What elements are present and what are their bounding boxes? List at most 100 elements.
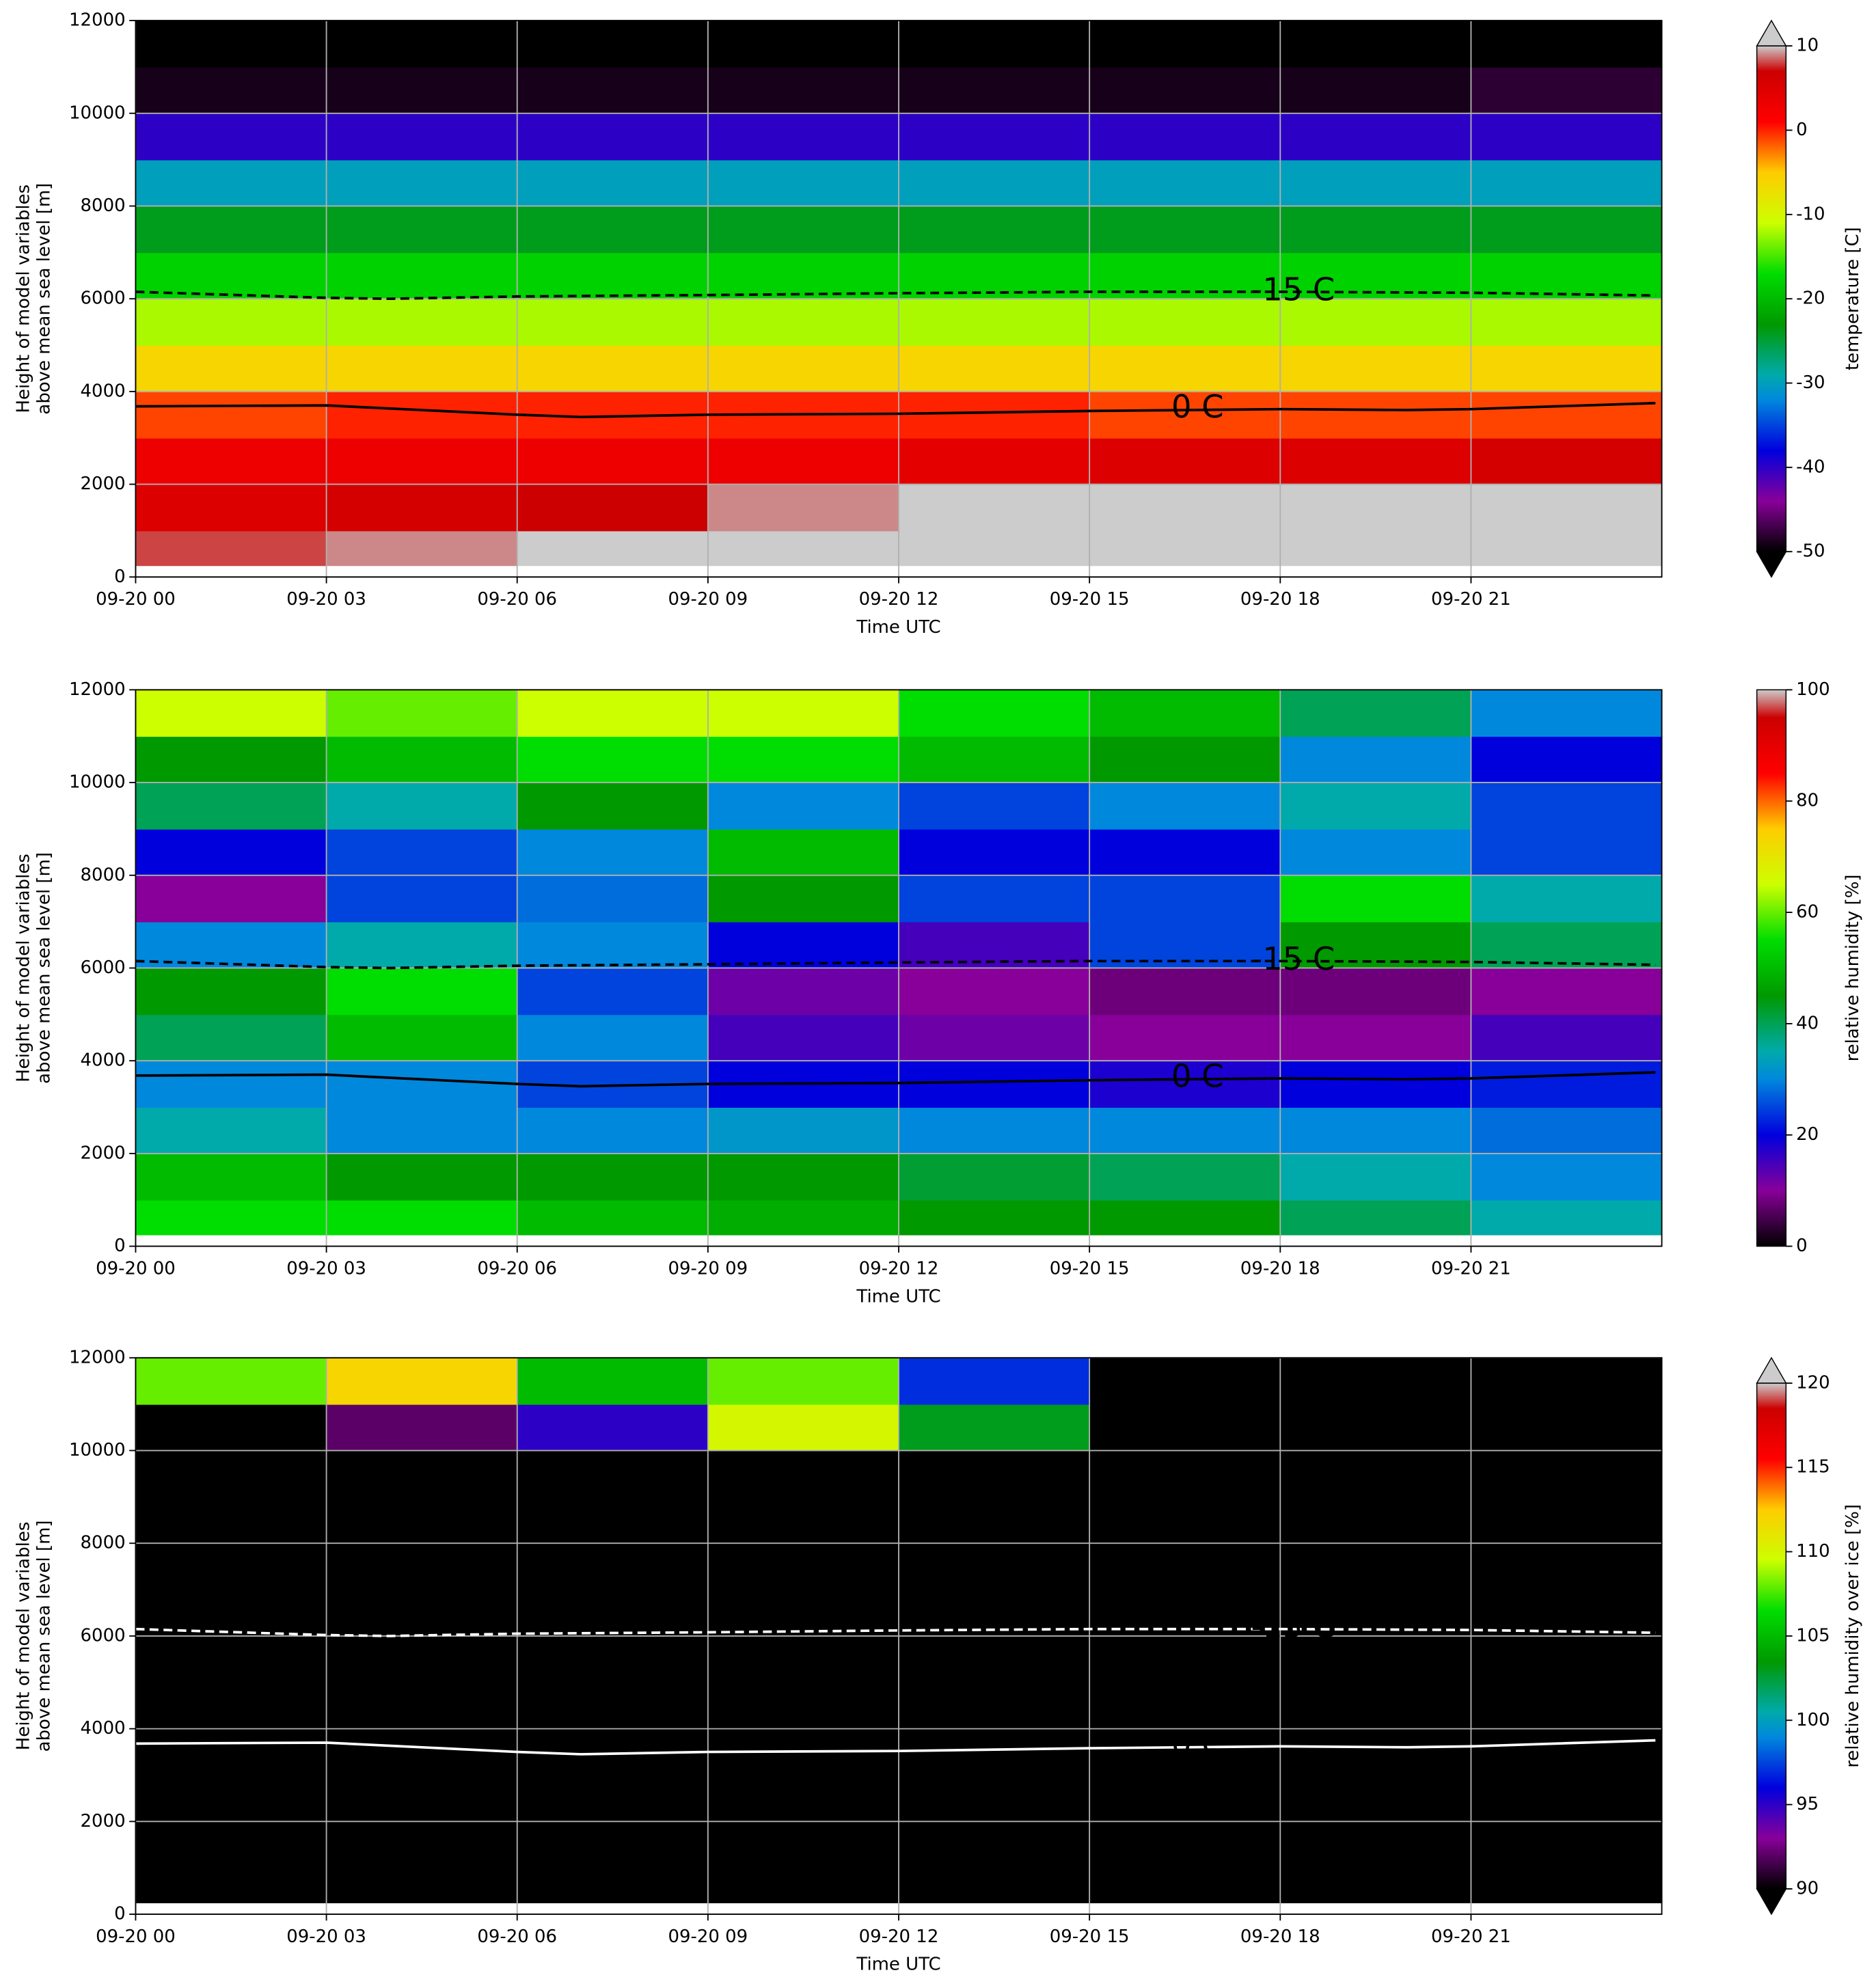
heatmap-cell — [326, 1450, 518, 1498]
colorbar-tick-label: 80 — [1796, 791, 1819, 811]
heatmap-cell — [1471, 1153, 1663, 1201]
heatmap-cell — [707, 1199, 899, 1236]
heatmap-cell — [707, 206, 899, 254]
heatmap-cell — [1471, 1199, 1663, 1236]
x-tick-label: 09-20 15 — [1050, 1926, 1130, 1947]
heatmap-cell — [135, 1153, 327, 1201]
heatmap-cell — [1280, 113, 1472, 161]
heatmap-cell — [1280, 21, 1472, 68]
heatmap-cell — [899, 1775, 1091, 1823]
heatmap-cell — [899, 690, 1091, 737]
heatmap-cell — [899, 828, 1091, 876]
x-tick-label: 09-20 00 — [96, 1258, 176, 1279]
heatmap-cell — [1089, 1061, 1281, 1108]
heatmap-cell — [1280, 1682, 1472, 1730]
heatmap-cell — [135, 736, 327, 783]
heatmap-cell — [707, 1404, 899, 1452]
heatmap-cell — [517, 1497, 709, 1544]
colorbar-tick-label: 90 — [1796, 1878, 1819, 1898]
heatmap-cell — [707, 1821, 899, 1869]
x-tick-label: 09-20 06 — [477, 1926, 557, 1947]
heatmap-cell — [899, 530, 1091, 567]
heatmap-cell — [517, 782, 709, 830]
heatmap-cell — [135, 968, 327, 1016]
y-tick-label: 0 — [114, 1236, 126, 1256]
heatmap-cell — [326, 1404, 518, 1452]
heatmap-cell — [1280, 159, 1472, 207]
heatmap-cell — [1280, 66, 1472, 114]
y-axis-label: above mean sea level [m] — [33, 1521, 54, 1752]
heatmap-cell — [899, 1635, 1091, 1683]
heatmap-cell — [1471, 159, 1663, 207]
y-axis-label: Height of model variables — [14, 1522, 34, 1751]
heatmap-cell — [135, 1450, 327, 1498]
heatmap-cell — [707, 530, 899, 567]
colorbar — [1756, 689, 1787, 1247]
heatmap-cell — [1471, 1404, 1663, 1452]
y-axis-label: above mean sea level [m] — [33, 183, 54, 415]
heatmap-cell — [899, 299, 1091, 346]
heatmap-cell — [899, 437, 1091, 485]
heatmap-cell — [326, 159, 518, 207]
heatmap-cell — [135, 875, 327, 923]
heatmap-cell — [899, 782, 1091, 830]
heatmap-cell — [1089, 1357, 1281, 1405]
heatmap-cell — [1471, 345, 1663, 392]
heatmap-cell — [899, 1821, 1091, 1869]
y-tick-label: 0 — [114, 1904, 126, 1924]
heatmap-cell — [326, 968, 518, 1016]
x-tick-label: 09-20 18 — [1240, 1926, 1320, 1947]
heatmap-cell — [1471, 21, 1663, 68]
heatmap-cell — [1471, 1014, 1663, 1062]
y-axis-label: Height of model variables — [14, 185, 34, 413]
heatmap-cell — [1089, 113, 1281, 161]
heatmap-cell — [326, 1543, 518, 1590]
y-tick-label: 4000 — [81, 1050, 126, 1071]
heatmap-cell — [135, 1775, 327, 1823]
heatmap-cell — [899, 1014, 1091, 1062]
heatmap-cell — [517, 968, 709, 1016]
colorbar-tick-label: -40 — [1796, 457, 1825, 477]
colorbar-tick-label: -50 — [1796, 541, 1825, 562]
heatmap-cell — [707, 1014, 899, 1062]
heatmap-cell — [1089, 828, 1281, 876]
heatmap-cell — [326, 1775, 518, 1823]
heatmap-cell — [707, 736, 899, 783]
heatmap-cell — [707, 690, 899, 737]
heatmap-cell — [135, 1107, 327, 1154]
heatmap-cell — [899, 113, 1091, 161]
heatmap-cell — [326, 113, 518, 161]
y-tick-label: 2000 — [81, 1143, 126, 1163]
heatmap-cell — [1280, 1497, 1472, 1544]
heatmap-cell — [1471, 1635, 1663, 1683]
heatmap-cell — [1089, 875, 1281, 923]
colorbar-tick-label: 10 — [1796, 36, 1819, 56]
heatmap-cell — [135, 113, 327, 161]
x-tick-label: 09-20 12 — [859, 589, 939, 610]
heatmap-cell — [1280, 1061, 1472, 1108]
y-axis-label: Height of model variables — [14, 854, 34, 1082]
contour-label: 0 C — [1171, 1726, 1224, 1762]
heatmap-cell — [517, 206, 709, 254]
heatmap-cell — [517, 1590, 709, 1637]
heatmap-cell — [517, 1014, 709, 1062]
heatmap-cell — [707, 1107, 899, 1154]
heatmap-cell — [899, 1404, 1091, 1452]
contour-line — [135, 401, 1656, 419]
heatmap-cell — [517, 921, 709, 969]
heatmap-cell — [899, 391, 1091, 439]
contour-label: 0 C — [1171, 1057, 1224, 1094]
heatmap-cell — [1471, 113, 1663, 161]
heatmap-cell — [1280, 1014, 1472, 1062]
heatmap-cell — [707, 484, 899, 532]
heatmap-cell — [135, 206, 327, 254]
heatmap-cell — [707, 437, 899, 485]
heatmap-cell — [1089, 206, 1281, 254]
heatmap-cell — [135, 1728, 327, 1776]
heatmap-cell — [326, 1153, 518, 1201]
contour-label: -15 C — [1251, 940, 1335, 977]
heatmap-cell — [326, 391, 518, 439]
heatmap-cell — [899, 21, 1091, 68]
heatmap-cell — [707, 159, 899, 207]
